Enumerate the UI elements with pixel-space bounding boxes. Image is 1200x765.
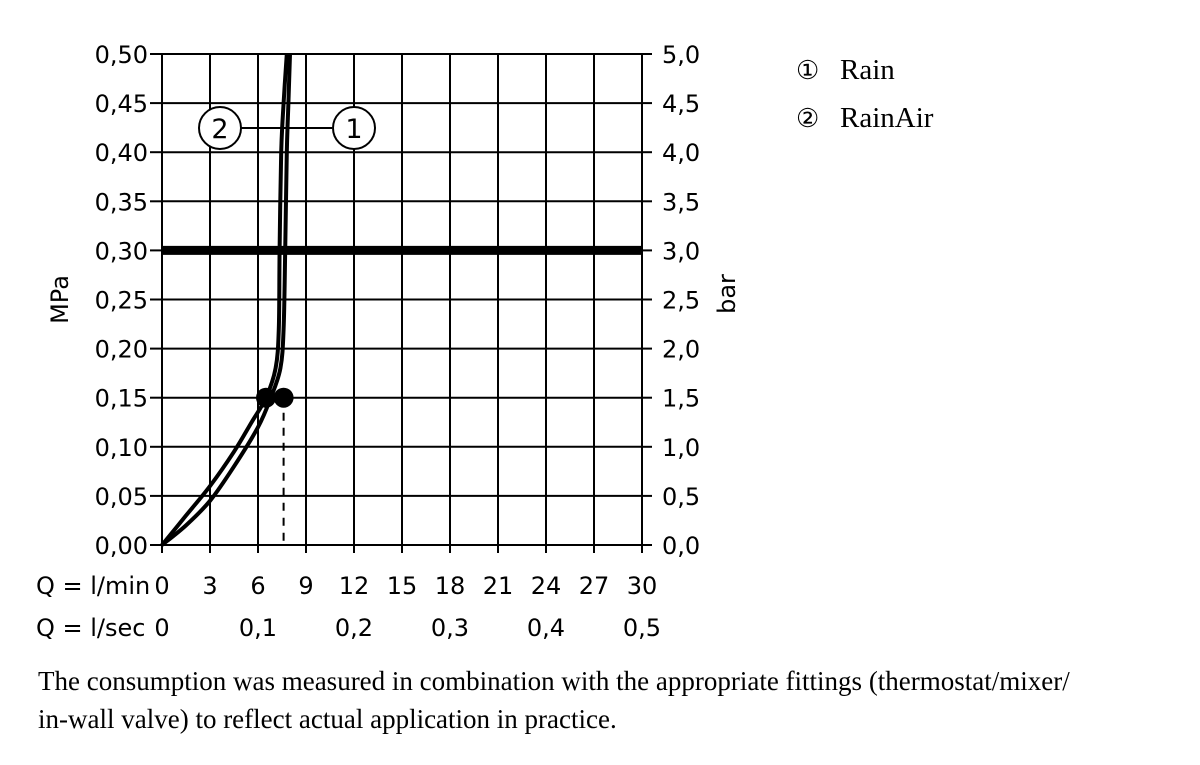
left-tick-label-8: 0,40 [95,139,148,167]
right-tick-label-9: 4,5 [662,90,700,118]
left-axis-label: MPa [46,275,74,324]
caption-text: The consumption was measured in combinat… [38,662,1178,738]
series-line-rain [160,53,292,547]
caption-line-1: The consumption was measured in combinat… [38,666,1070,696]
callout-circle-rainair [198,106,242,150]
x-axis-row1-tick-label-4: 12 [339,572,370,600]
caption-line-2: in-wall valve) to reflect actual applica… [38,704,617,734]
left-tick-label-10: 0,50 [95,41,148,69]
x-axis-row1-tick-label-1: 3 [202,572,217,600]
series-line-rainair [160,53,289,547]
right-tick-label-2: 1,0 [662,434,700,462]
x-axis-row1-tick-label-3: 9 [298,572,313,600]
legend-label-0: Rain [840,54,895,86]
callout-label-rainair: 2 [211,114,228,145]
left-tick-label-5: 0,25 [95,287,148,315]
right-tick-label-5: 2,5 [662,287,700,315]
right-tick-label-6: 3,0 [662,237,700,265]
x-axis-row1-tick-label-6: 18 [435,572,466,600]
left-tick-label-1: 0,05 [95,483,148,511]
legend-symbol-1: ② [796,104,819,133]
x-axis-row1-label: Q = l/min [36,572,150,600]
data-point-marker-1 [273,387,294,408]
x-axis-row1-tick-label-5: 15 [387,572,418,600]
right-tick-label-1: 0,5 [662,483,700,511]
left-tick-label-4: 0,20 [95,336,148,364]
x-axis-row2-tick-label-0: 0 [154,614,169,642]
x-axis-row2-tick-label-1: 0,1 [239,614,277,642]
x-axis-row1-tick-label-9: 27 [579,572,610,600]
x-axis-row2-tick-label-4: 0,4 [527,614,565,642]
left-tick-label-9: 0,45 [95,90,148,118]
x-axis-row2-tick-label-3: 0,3 [431,614,469,642]
left-tick-label-7: 0,35 [95,188,148,216]
right-tick-label-10: 5,0 [662,41,700,69]
x-axis-row1-tick-label-8: 24 [531,572,562,600]
x-axis-row2-label: Q = l/sec [36,614,145,642]
x-axis-row2-tick-label-5: 0,5 [623,614,661,642]
right-axis-label: bar [713,274,741,314]
legend-label-1: RainAir [840,102,934,134]
data-point-marker-0 [256,387,276,408]
left-tick-label-6: 0,30 [95,237,148,265]
x-axis-row1-tick-label-10: 30 [627,572,658,600]
left-tick-label-0: 0,00 [95,532,148,560]
flow-pressure-chart: 0,000,050,100,150,200,250,300,350,400,45… [36,41,934,642]
callout-label-rain: 1 [345,114,362,145]
x-axis-row1-tick-label-7: 21 [483,572,514,600]
right-tick-label-4: 2,0 [662,336,700,364]
legend-symbol-0: ① [796,56,819,85]
left-tick-label-3: 0,15 [95,385,148,413]
x-axis-row1-tick-label-0: 0 [154,572,169,600]
right-tick-label-0: 0,0 [662,532,700,560]
x-axis-row1-tick-label-2: 6 [250,572,265,600]
right-tick-label-3: 1,5 [662,385,700,413]
right-tick-label-8: 4,0 [662,139,700,167]
x-axis-row2-tick-label-2: 0,2 [335,614,373,642]
callout-circle-rain [332,106,376,150]
right-tick-label-7: 3,5 [662,188,700,216]
left-tick-label-2: 0,10 [95,434,148,462]
